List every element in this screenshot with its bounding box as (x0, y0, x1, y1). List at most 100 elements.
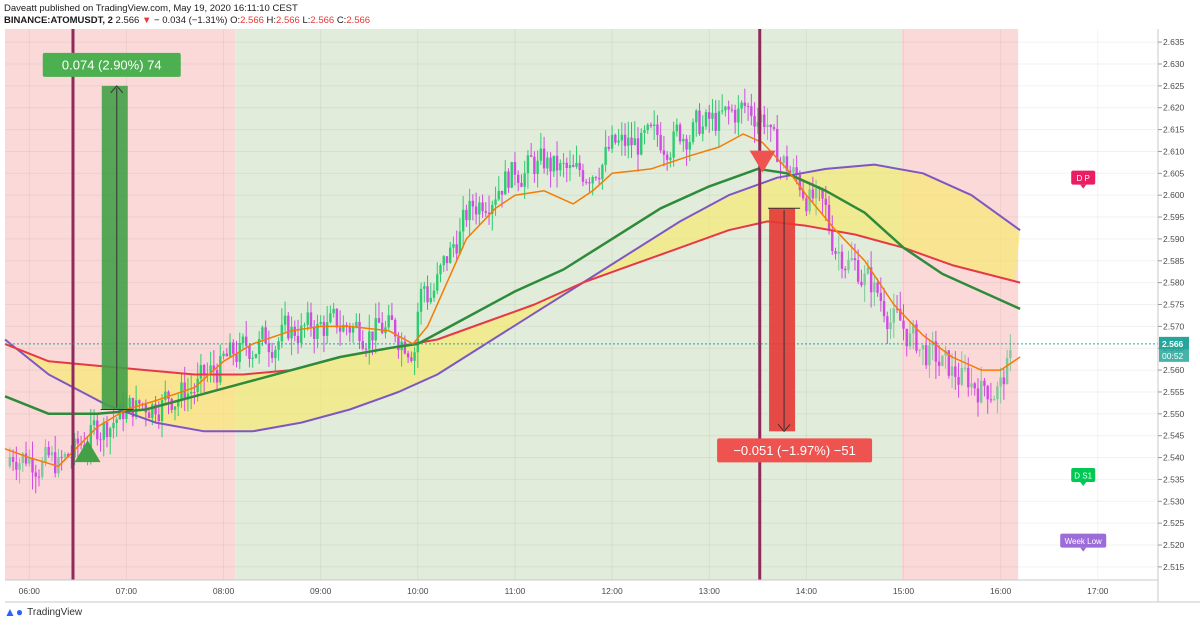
candle-body (594, 177, 598, 179)
candle-body (15, 461, 18, 470)
price-tick-label: 2.620 (1163, 103, 1185, 113)
candle-body (189, 391, 193, 394)
candle-body (853, 258, 857, 261)
candle-body (497, 190, 500, 200)
candle-body (782, 156, 785, 163)
time-tick-label: 14:00 (796, 586, 818, 596)
candle-body (439, 265, 442, 275)
candle-body (714, 112, 717, 131)
candle-body (840, 251, 844, 269)
candle-body (248, 345, 251, 359)
time-tick-label: 11:00 (505, 586, 526, 596)
candle-body (523, 173, 526, 187)
pivot-label-pointer (1080, 184, 1087, 189)
candle-body (879, 292, 883, 302)
position-bar (769, 208, 796, 432)
candle-body (895, 308, 899, 310)
candle-body (164, 391, 167, 401)
candle-body (41, 462, 44, 477)
candle-body (465, 209, 468, 221)
candle-body (526, 155, 530, 174)
candle-body (899, 308, 902, 321)
candle-body (332, 308, 335, 314)
candle-body (219, 356, 222, 383)
candle-body (257, 339, 261, 355)
position-label-text: 0.074 (2.90%) 74 (62, 57, 162, 72)
candle-body (160, 400, 164, 422)
candle-body (996, 386, 999, 400)
candle-body (361, 340, 364, 349)
candle-body (607, 146, 611, 149)
time-tick-label: 09:00 (310, 586, 332, 596)
pivot-label-box (1060, 533, 1107, 548)
price-tick-label: 2.615 (1163, 125, 1185, 135)
candle-body (245, 336, 248, 346)
down-triangle-icon: ▼ (141, 15, 152, 26)
candle-body (627, 137, 630, 146)
ma-orange-line (4, 133, 1021, 468)
candle-body (89, 425, 93, 450)
candle-body (678, 124, 682, 142)
candle-body (724, 106, 727, 111)
candle-body (698, 110, 701, 134)
candle-body (300, 325, 303, 343)
candle-body (772, 127, 776, 129)
candle-body (21, 453, 25, 464)
ma-green-line (4, 167, 1021, 416)
candle-body (824, 198, 827, 205)
position-bar (101, 85, 128, 410)
candle-body (792, 167, 795, 173)
time-tick-label: 15:00 (893, 586, 915, 596)
candle-body (109, 428, 112, 438)
candle-body (452, 244, 455, 248)
price-tick-label: 2.630 (1163, 59, 1185, 69)
candle-body (112, 422, 115, 429)
candle-body (37, 476, 41, 478)
candle-body (368, 331, 371, 350)
time-tick-label: 06:00 (19, 586, 41, 596)
price-tick-label: 2.535 (1163, 474, 1185, 484)
candle-body (581, 170, 585, 182)
candle-body (261, 327, 264, 340)
candle-body (73, 438, 76, 458)
candle-body (591, 177, 594, 184)
pivot-label-pointer (1080, 482, 1087, 487)
candle-body (902, 320, 905, 329)
candle-body (695, 110, 698, 123)
candle-body (468, 200, 471, 221)
time-tick-label: 13:00 (699, 586, 721, 596)
open-label: O: (230, 15, 241, 26)
candle-body (795, 167, 798, 175)
candle-body (960, 367, 963, 385)
candle-body (860, 281, 863, 286)
candle-body (70, 457, 73, 459)
candle-body (520, 182, 523, 187)
candle-body (351, 326, 355, 333)
candle-body (325, 322, 329, 336)
candle-body (562, 162, 565, 164)
candle-body (225, 353, 228, 357)
candles (8, 88, 1012, 494)
candle-body (115, 419, 118, 423)
candle-body (675, 124, 679, 132)
candle-body (717, 111, 721, 131)
price-tick-label: 2.590 (1163, 234, 1185, 244)
candle-body (672, 131, 675, 158)
buy-triangle-icon (74, 440, 101, 463)
candle-body (704, 112, 708, 127)
candle-body (947, 350, 951, 376)
candle-body (669, 157, 672, 160)
candle-body (18, 463, 21, 470)
footer-brand-label: TradingView (27, 606, 83, 618)
candle-body (309, 312, 313, 327)
candle-body (484, 211, 488, 213)
candle-body (157, 414, 160, 422)
countdown-tag (1159, 349, 1189, 362)
candle-body (750, 106, 753, 116)
candle-body (390, 315, 394, 320)
pivot-label: D P (1071, 170, 1096, 189)
candle-body (193, 391, 196, 393)
candle-body (31, 458, 34, 473)
candle-body (455, 244, 458, 254)
